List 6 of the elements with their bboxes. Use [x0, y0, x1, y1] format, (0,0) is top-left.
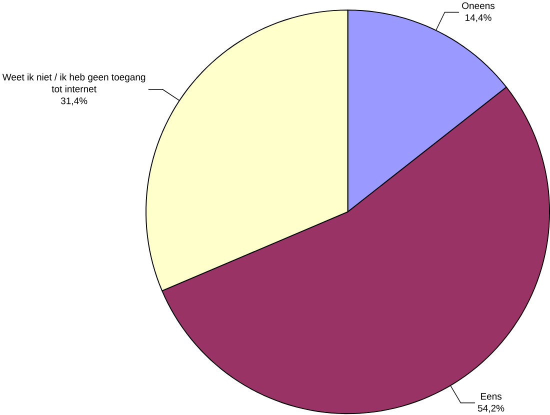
- data-label: 54,2%: [478, 404, 504, 413]
- slice-label: Oneens: [462, 2, 495, 10]
- slice-label: Weet ik niet / ik heb geen toegang tot internet: [2, 73, 146, 92]
- slice-label: Eens: [481, 393, 502, 400]
- data-label: 31,4%: [60, 97, 88, 106]
- data-label: 14,4%: [466, 14, 492, 22]
